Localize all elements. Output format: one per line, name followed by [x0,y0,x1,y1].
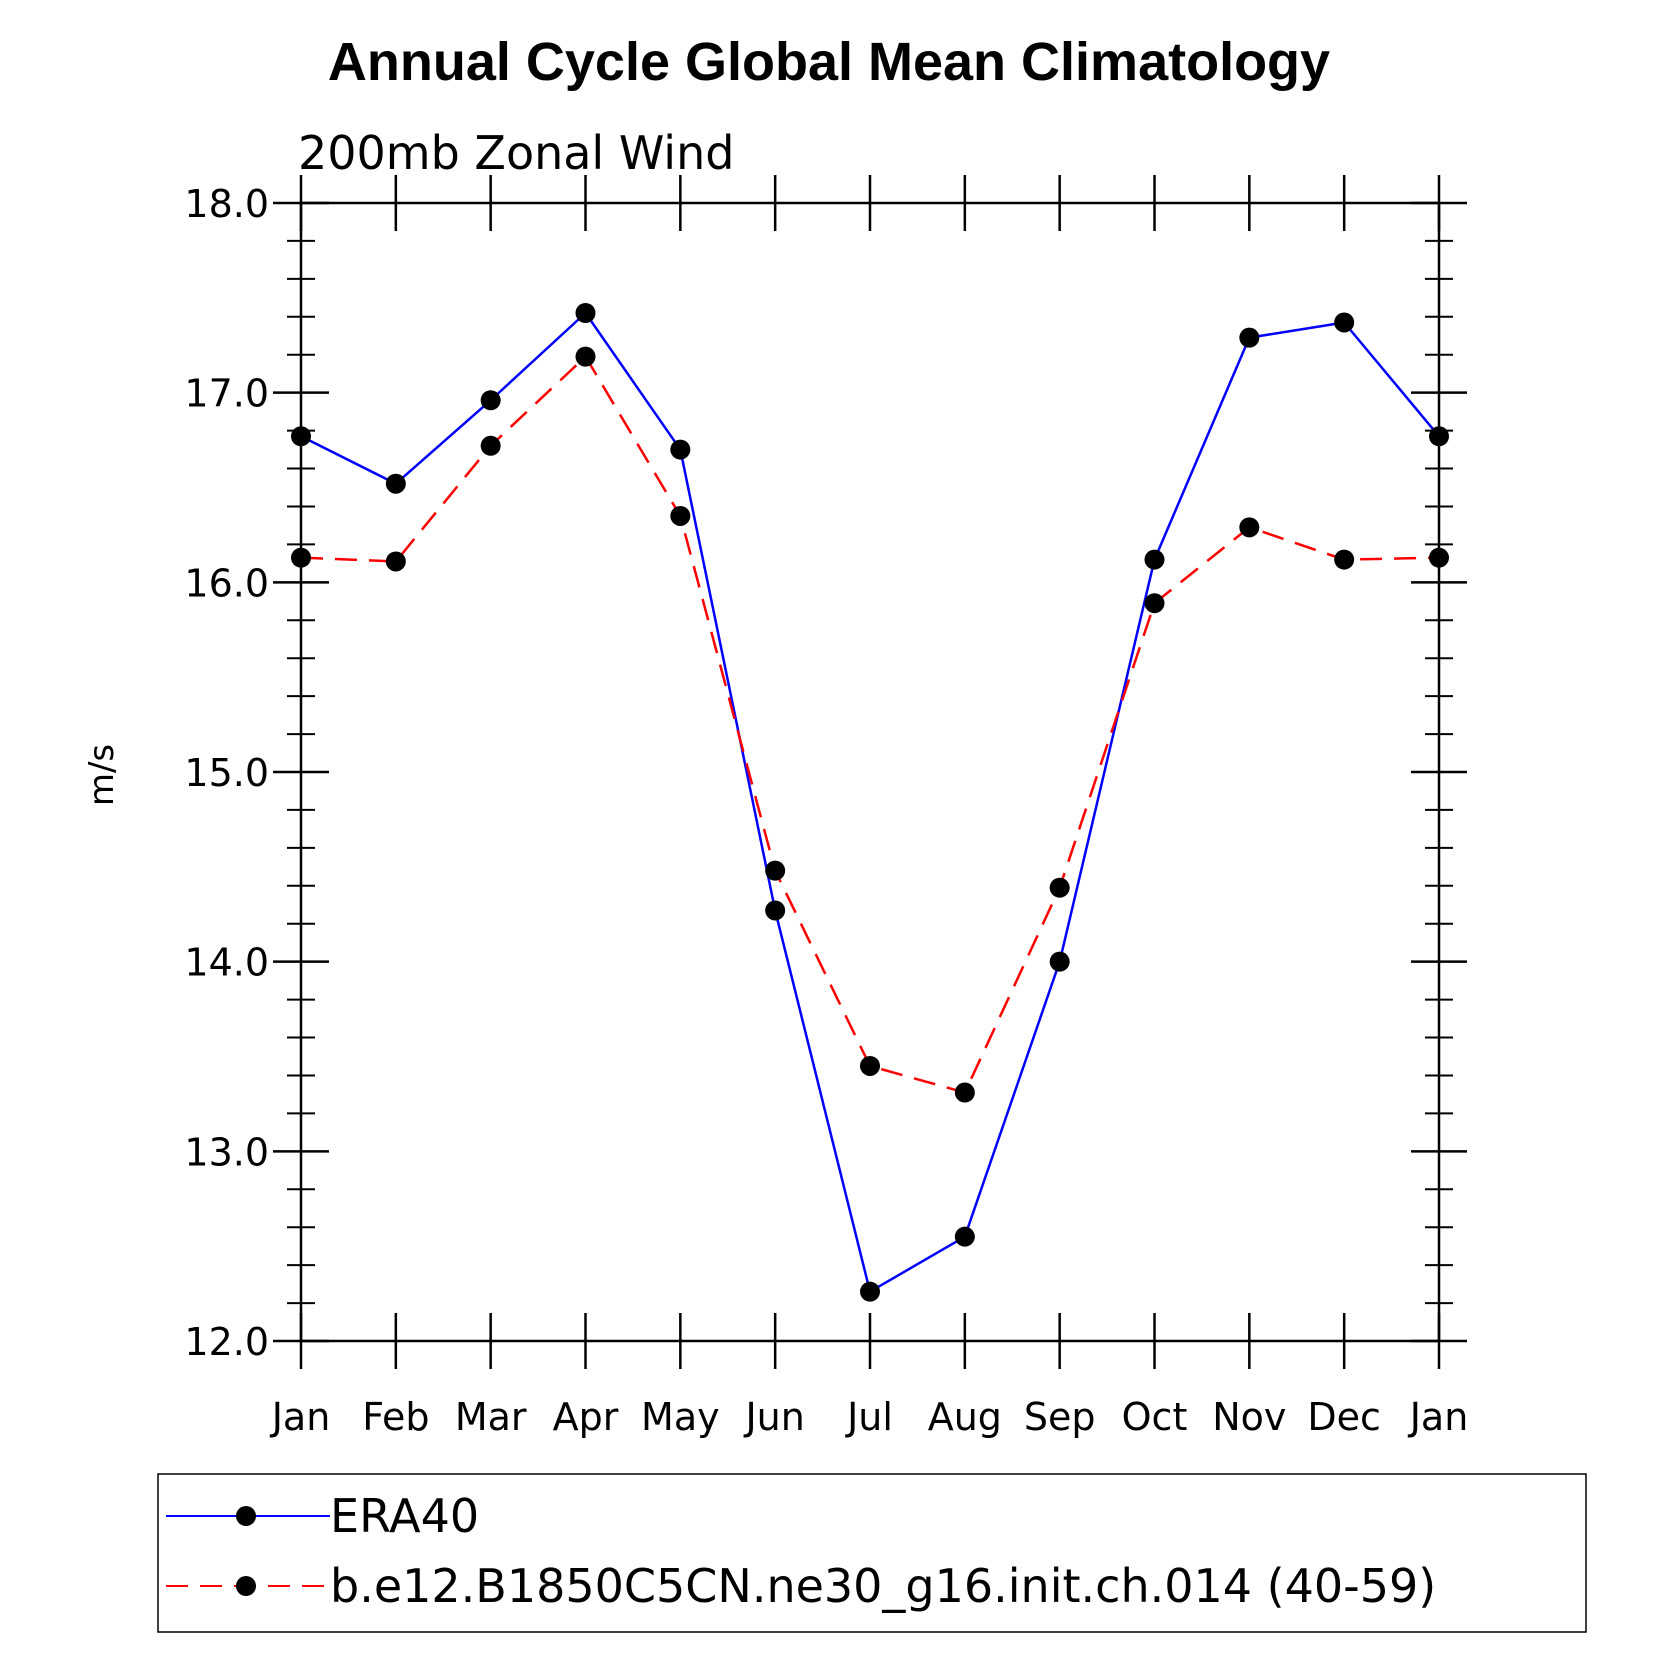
data-point-s1-11 [1334,549,1355,570]
data-point-s1-9 [1144,593,1165,614]
data-point-s0-5 [765,900,786,921]
data-point-s1-10 [1239,517,1260,538]
x-tick-label: Feb [362,1395,429,1439]
series-lines [300,311,1440,1293]
legend: ERA40 b.e12.B1850C5CN.ne30_g16.init.ch.0… [157,1473,1587,1633]
data-point-s0-1 [385,473,406,494]
x-tick-label: Nov [1212,1395,1286,1439]
data-point-s0-8 [1049,951,1070,972]
data-point-s0-3 [575,303,596,324]
x-tick-label: Sep [1024,1395,1096,1439]
x-tick-label: Jan [1408,1395,1469,1439]
data-point-s1-5 [765,860,786,881]
data-point-s0-9 [1144,549,1165,570]
data-point-s1-1 [385,551,406,572]
series-line-1 [300,355,1440,1094]
data-point-s0-0 [291,426,311,447]
data-point-s0-11 [1334,312,1355,333]
series-markers [291,303,1449,1302]
x-tick-label: Dec [1307,1395,1381,1439]
data-point-s1-2 [480,435,501,456]
x-tick-label: Jul [845,1395,893,1439]
data-point-s1-12 [1429,547,1449,568]
y-tick-label: 12.0 [184,1320,269,1364]
data-point-s1-7 [954,1082,975,1103]
x-tick-label: Aug [928,1395,1002,1439]
y-tick-labels: 12.0 13.0 14.0 15.0 16.0 17.0 18.0 [184,182,269,1364]
data-point-s0-4 [670,439,691,460]
y-tick-label: 14.0 [184,941,269,985]
series-line-0 [300,311,1440,1293]
y-tick-label: 15.0 [184,751,269,795]
legend-box [157,1473,1587,1633]
data-point-s1-4 [670,505,691,526]
data-point-s1-3 [575,346,596,367]
x-tick-label: May [641,1395,720,1439]
x-tick-label: Jan [270,1395,331,1439]
data-point-s1-0 [291,547,311,568]
chart-subtitle: 200mb Zonal Wind [298,126,734,180]
chart-title: Annual Cycle Global Mean Climatology [328,32,1330,92]
x-tick-labels: Jan Feb Mar Apr May Jun Jul Aug Sep Oct Nov Dec Jan [270,1395,1469,1439]
x-tick-label: Oct [1122,1395,1188,1439]
y-tick-label: 16.0 [184,561,269,605]
y-tick-label: 18.0 [184,182,269,226]
data-point-s1-6 [860,1055,880,1076]
x-tick-label: Mar [455,1395,527,1439]
data-point-s0-10 [1239,327,1260,348]
y-tick-label: 17.0 [184,372,269,416]
legend-label-era40: ERA40 [330,1489,479,1543]
data-point-s1-8 [1049,877,1070,898]
legend-swatch-model-marker [236,1576,256,1596]
legend-swatch-era40-marker [236,1506,256,1526]
data-point-s0-6 [860,1281,880,1302]
legend-label-model: b.e12.B1850C5CN.ne30_g16.init.ch.014 (40… [330,1559,1436,1613]
data-point-s0-7 [954,1226,975,1247]
data-point-s0-2 [480,390,501,411]
x-tick-label: Jun [743,1395,804,1439]
y-axis-label: m/s [82,744,122,806]
data-point-s0-12 [1429,426,1449,447]
plot-frame [299,201,1441,1343]
y-tick-label: 13.0 [184,1130,269,1174]
x-tick-label: Apr [553,1395,619,1439]
axis-ticks [273,175,1467,1369]
